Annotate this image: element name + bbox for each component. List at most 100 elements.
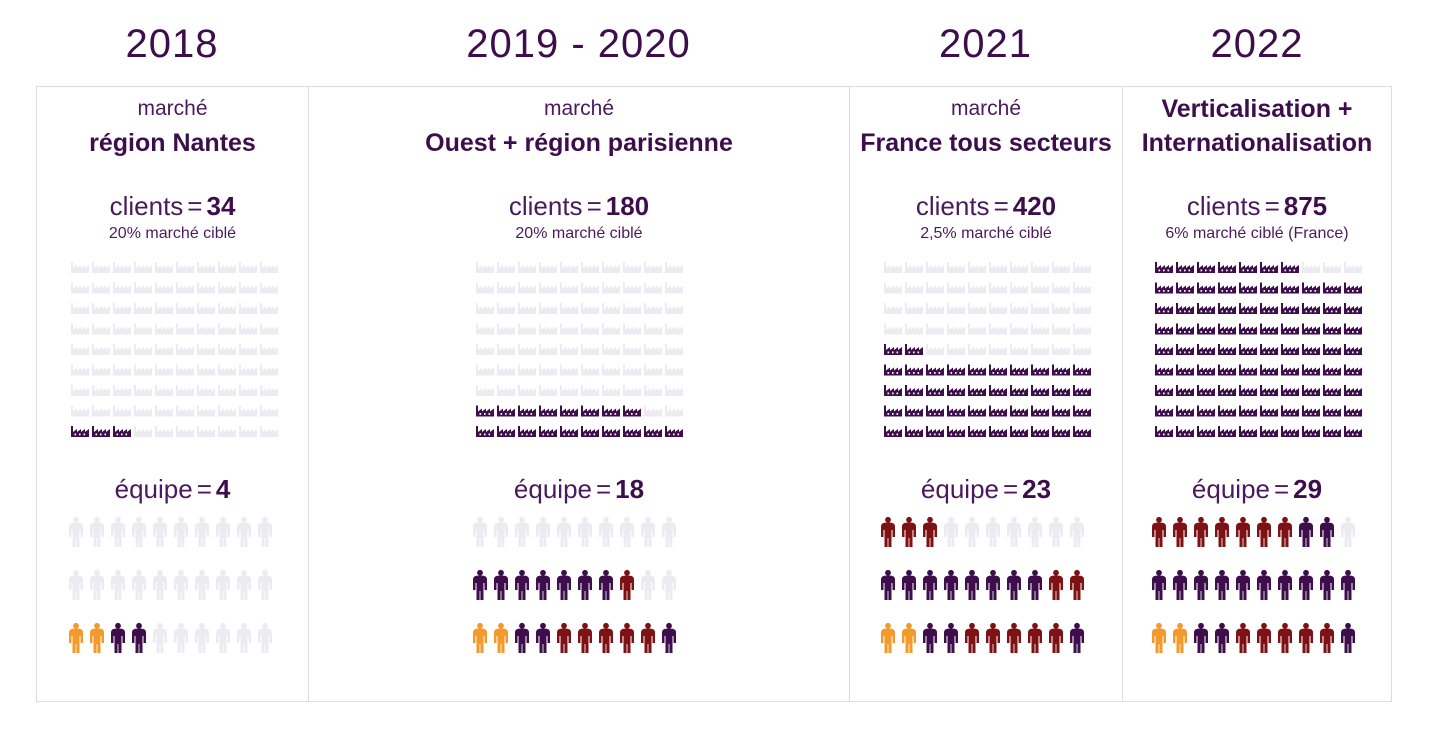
person-icon — [258, 622, 272, 653]
person-icon — [1278, 622, 1292, 653]
person-icon — [111, 569, 125, 600]
factory-icon — [239, 385, 257, 396]
factory-icon — [644, 303, 662, 314]
person-icon — [90, 517, 104, 547]
factory-icon — [113, 364, 131, 376]
person-icon — [195, 622, 209, 653]
factory-icon — [176, 323, 194, 335]
person-icon — [986, 569, 1000, 600]
factory-icon — [176, 262, 194, 273]
factory-icon — [1344, 426, 1362, 437]
factory-icon — [176, 405, 194, 417]
person-icon — [515, 517, 529, 547]
factory-icon — [1073, 385, 1091, 396]
factory-icon — [602, 303, 620, 314]
factory-icon — [155, 262, 173, 273]
factory-icon — [1344, 364, 1362, 376]
panel-2019-2020: marché Ouest + région parisienne clients… — [308, 86, 850, 702]
panel-2018: marché région Nantes clients = 34 20% marc… — [36, 86, 309, 702]
factory-icon — [623, 426, 641, 437]
factory-icon — [581, 323, 599, 335]
clients-factory-grid — [884, 262, 1091, 437]
factory-icon — [197, 385, 215, 396]
factory-icon — [1323, 405, 1341, 417]
person-icon — [1152, 517, 1166, 547]
person-icon — [965, 622, 979, 653]
factory-icon — [1176, 426, 1194, 437]
factory-icon — [644, 344, 662, 355]
factory-icon — [1218, 303, 1236, 314]
factory-icon — [968, 364, 986, 376]
factory-icon — [560, 344, 578, 355]
person-icon — [578, 569, 592, 600]
factory-icon — [968, 323, 986, 335]
factory-icon — [539, 385, 557, 396]
person-icon — [153, 622, 167, 653]
factory-icon — [1155, 405, 1173, 417]
factory-icon — [947, 282, 965, 294]
year-heading-2021: 2021 — [939, 22, 1032, 66]
person-icon — [620, 622, 634, 653]
factory-icon — [644, 262, 662, 273]
person-icon — [1028, 569, 1042, 600]
person-icon — [536, 569, 550, 600]
factory-icon — [989, 405, 1007, 417]
person-icon — [515, 622, 529, 653]
factory-icon — [518, 426, 536, 437]
person-icon — [69, 517, 83, 547]
factory-icon — [155, 303, 173, 314]
person-icon — [1320, 569, 1334, 600]
factory-icon — [1031, 405, 1049, 417]
factory-icon — [1323, 364, 1341, 376]
person-icon — [902, 622, 916, 653]
person-icon — [620, 517, 634, 547]
year-heading-2022: 2022 — [1210, 22, 1304, 66]
factory-icon — [239, 303, 257, 314]
person-icon — [1194, 569, 1208, 600]
clients-factory-grid — [71, 262, 278, 437]
person-icon — [1028, 622, 1042, 653]
factory-icon — [218, 405, 236, 417]
factory-icon — [239, 262, 257, 273]
factory-icon — [155, 385, 173, 396]
person-icon — [944, 517, 958, 547]
factory-icon — [197, 323, 215, 335]
factory-icon — [602, 385, 620, 396]
person-icon — [1341, 517, 1355, 547]
factory-icon — [1176, 344, 1194, 355]
factory-icon — [260, 303, 278, 314]
factory-icon — [905, 364, 923, 376]
factory-icon — [1260, 323, 1278, 335]
factory-icon — [623, 303, 641, 314]
factory-icon — [71, 262, 89, 273]
person-icon — [216, 622, 230, 653]
factory-icon — [644, 426, 662, 437]
factory-icon — [476, 282, 494, 294]
factory-icon — [665, 385, 683, 396]
factory-icon — [1344, 323, 1362, 335]
person-icon — [1320, 622, 1334, 653]
factory-icon — [497, 385, 515, 396]
factory-icon — [518, 344, 536, 355]
factory-icon — [1073, 426, 1091, 437]
factory-icon — [968, 262, 986, 273]
person-icon — [494, 569, 508, 600]
factory-icon — [623, 344, 641, 355]
person-icon — [494, 622, 508, 653]
factory-icon — [518, 303, 536, 314]
factory-icon — [665, 405, 683, 417]
factory-icon — [197, 364, 215, 376]
factory-icon — [539, 405, 557, 417]
person-icon — [237, 569, 251, 600]
factory-icon — [884, 405, 902, 417]
person-icon — [944, 569, 958, 600]
factory-icon — [134, 405, 152, 417]
factory-icon — [1052, 323, 1070, 335]
factory-icon — [539, 344, 557, 355]
factory-icon — [926, 364, 944, 376]
person-icon — [557, 517, 571, 547]
factory-icon — [1344, 385, 1362, 396]
factory-icon — [884, 323, 902, 335]
factory-icon — [71, 364, 89, 376]
market-prefix: marché — [137, 97, 208, 120]
